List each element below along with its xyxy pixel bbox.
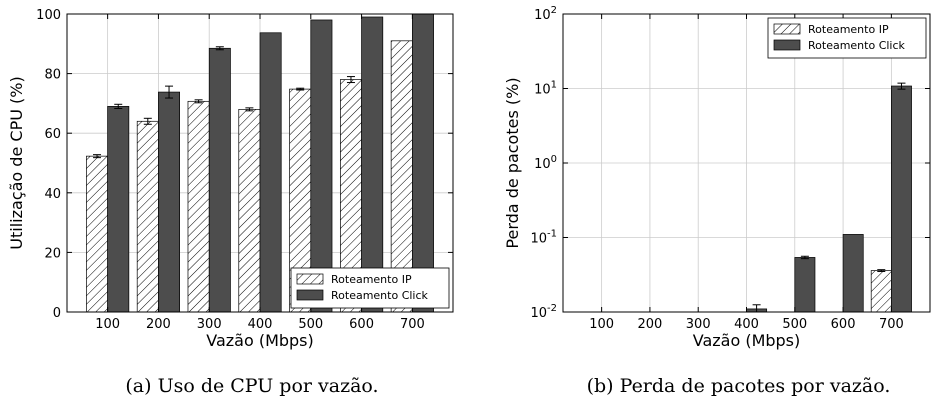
x-tick-label: 600 <box>831 317 856 332</box>
figure-caption: (b) Perda de pacotes por vazão. <box>587 375 891 397</box>
y-tick-label-base: 10 <box>534 83 551 98</box>
bar-roteamento-click <box>107 106 130 313</box>
bar-roteamento-ip <box>238 109 261 313</box>
y-tick-label: 80 <box>44 68 61 83</box>
y-tick-label-exponent: 1 <box>551 80 557 91</box>
y-axis-label: Utilização de CPU (%) <box>7 76 26 249</box>
y-tick-label-exponent: -1 <box>547 229 557 240</box>
legend-swatch-roteamento-click <box>296 289 324 301</box>
bar-roteamento-click <box>158 91 181 313</box>
y-tick-label: 100 <box>534 154 557 172</box>
y-tick-label: 10-2 <box>530 303 557 321</box>
x-tick-label: 400 <box>248 317 273 332</box>
y-tick-label: 0 <box>53 306 61 321</box>
cpu-usage-chart: 0 20 40 60 80 100 100 200 300 400 500 600 700 Vazão (… <box>7 8 454 397</box>
bar-roteamento-ip <box>187 100 210 313</box>
bar-roteamento-click <box>794 257 816 313</box>
y-tick-label: 101 <box>534 80 557 98</box>
bar-roteamento-click <box>259 32 282 313</box>
y-tick-label-base: 10 <box>534 157 551 172</box>
legend-label: Roteamento IP <box>808 23 889 36</box>
x-axis-label: Vazão (Mbps) <box>693 331 801 350</box>
y-tick-label-exponent: -2 <box>547 303 557 314</box>
y-axis-label: Perda de pacotes (%) <box>503 77 522 248</box>
bar-roteamento-ip <box>136 120 159 313</box>
legend-label: Roteamento Click <box>331 289 429 302</box>
x-tick-label: 600 <box>349 317 374 332</box>
legend-swatch-roteamento-click <box>773 39 801 51</box>
x-tick-label: 100 <box>589 317 614 332</box>
y-tick-label: 100 <box>36 8 61 23</box>
bar-roteamento-click <box>891 85 912 313</box>
bar-roteamento-ip <box>870 270 892 313</box>
y-tick-label-base: 10 <box>530 232 547 247</box>
x-axis-label: Vazão (Mbps) <box>206 331 314 350</box>
bar-roteamento-click <box>208 47 231 313</box>
x-tick-label: 200 <box>638 317 663 332</box>
y-tick-label: 40 <box>44 187 61 202</box>
bar-roteamento-ip <box>86 155 108 313</box>
x-tick-label: 100 <box>95 317 120 332</box>
y-tick-label: 102 <box>534 5 557 23</box>
x-tick-label: 700 <box>400 317 425 332</box>
legend-label: Roteamento Click <box>808 39 906 52</box>
y-tick-label: 20 <box>44 246 61 261</box>
y-tick-label: 10-1 <box>530 229 557 247</box>
x-tick-label: 200 <box>146 317 171 332</box>
y-tick-label-base: 10 <box>530 306 547 321</box>
x-tick-label: 500 <box>782 317 807 332</box>
x-tick-label: 500 <box>298 317 323 332</box>
y-tick-label-base: 10 <box>534 8 551 23</box>
legend-swatch-roteamento-ip <box>773 23 801 35</box>
x-tick-label: 300 <box>197 317 222 332</box>
x-tick-label: 400 <box>734 317 759 332</box>
x-tick-label: 300 <box>686 317 711 332</box>
y-tick-label-exponent: 0 <box>551 154 557 165</box>
y-tick-label: 60 <box>44 127 61 142</box>
y-tick-label-exponent: 2 <box>551 5 557 16</box>
legend-swatch-roteamento-ip <box>296 273 324 285</box>
legend-label: Roteamento IP <box>331 273 412 286</box>
bar-roteamento-click <box>842 234 864 313</box>
x-tick-label: 700 <box>879 317 904 332</box>
bar-roteamento-click <box>412 13 434 313</box>
figure-caption: (a) Uso de CPU por vazão. <box>125 375 378 397</box>
